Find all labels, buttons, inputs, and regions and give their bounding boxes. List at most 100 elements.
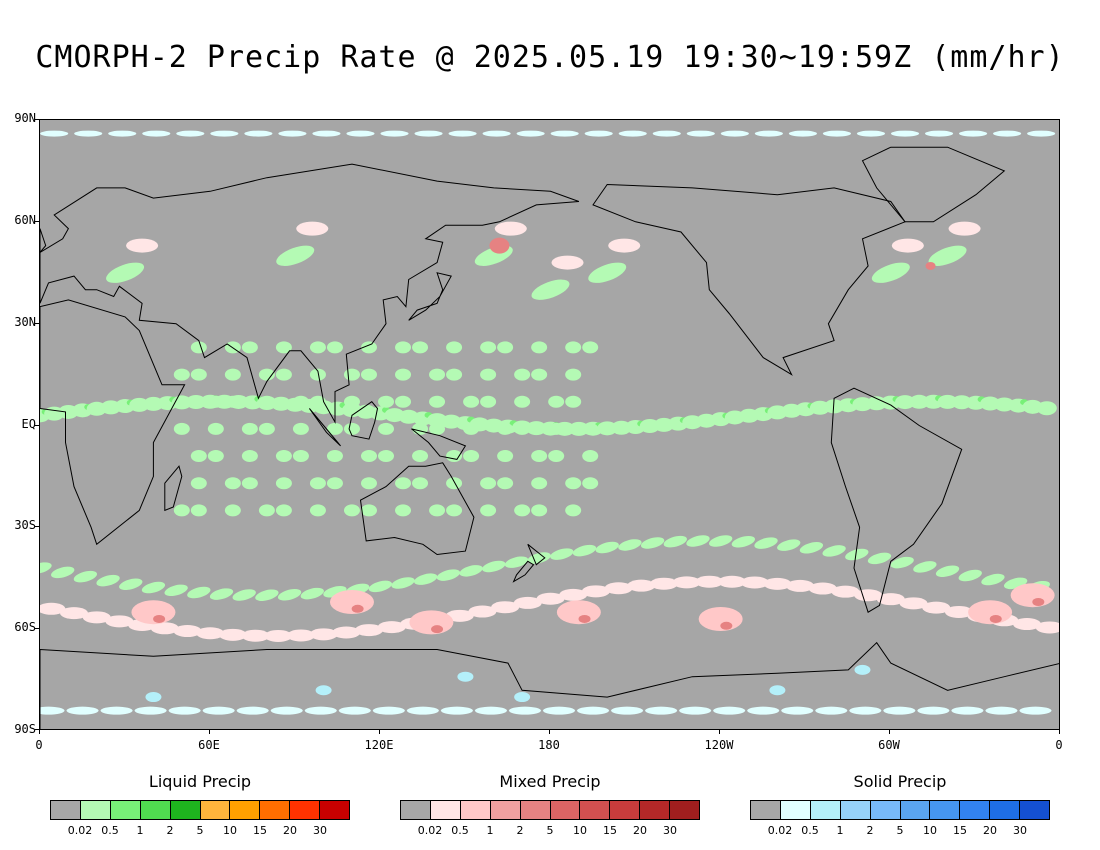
rain-area <box>446 368 463 381</box>
rain-area <box>258 368 275 381</box>
rain-area <box>412 422 429 435</box>
rain-area <box>414 573 438 585</box>
rain-area <box>368 580 392 593</box>
legend-tick-label: 15 <box>953 824 967 837</box>
legend-mixed-ticks: 0.02 0.5 1 2 5 10 15 20 30 <box>400 824 700 838</box>
rain-area <box>275 341 292 354</box>
rain-area <box>190 477 207 490</box>
mixed-area <box>536 592 565 605</box>
snow-area <box>236 706 269 715</box>
rain-area <box>255 589 279 601</box>
legend-swatch <box>960 801 991 819</box>
snow-area <box>304 706 337 715</box>
mixed-area <box>989 614 1002 623</box>
lat-label-60n: 60N <box>14 213 36 227</box>
coastline-new-guinea <box>411 428 467 460</box>
mixed-area <box>604 582 633 595</box>
snow-area <box>645 706 678 715</box>
rain-area <box>395 504 412 517</box>
legend-tick-label: 30 <box>663 824 677 837</box>
snow-area <box>66 706 99 715</box>
rain-area <box>190 341 207 354</box>
rain-area <box>309 341 326 354</box>
mixed-area <box>627 579 656 592</box>
rain-area <box>514 395 531 408</box>
snow-area <box>380 130 409 137</box>
rain-area <box>141 581 166 594</box>
lat-tick <box>35 323 39 324</box>
rain-area <box>951 395 972 410</box>
rain-area <box>73 570 98 583</box>
snow-area <box>168 706 201 715</box>
lat-tick <box>35 526 39 527</box>
snow-area <box>100 706 133 715</box>
rain-area <box>565 395 582 408</box>
rain-area <box>480 477 497 490</box>
coastline-africa <box>40 299 186 546</box>
rain-area <box>173 422 190 435</box>
rain-area <box>480 341 497 354</box>
snow-area <box>611 706 644 715</box>
snow-area <box>577 706 610 715</box>
legend-swatch <box>51 801 81 819</box>
legend-tick-label: 0.5 <box>101 824 119 837</box>
snow-area <box>142 130 171 137</box>
rain-area <box>531 477 548 490</box>
legend-swatch <box>751 801 781 819</box>
lon-tick <box>549 730 550 734</box>
snow-area <box>176 130 205 137</box>
rain-area <box>640 537 665 549</box>
lon-label-0: 0 <box>35 738 43 752</box>
rain-area <box>709 535 733 547</box>
snow-area <box>584 130 613 137</box>
rain-area <box>531 504 548 517</box>
mixed-area <box>468 605 497 618</box>
precip-layer <box>40 130 1059 715</box>
rain-area <box>909 394 930 409</box>
mixed-area <box>105 615 134 628</box>
legend-tick-label: 2 <box>166 824 174 837</box>
rain-area <box>309 395 326 408</box>
rain-area <box>504 556 529 568</box>
rain-area <box>241 477 258 490</box>
rain-area <box>497 450 514 463</box>
mixed-area <box>1035 621 1059 634</box>
snow-area <box>686 130 715 137</box>
snow-area <box>134 706 167 715</box>
coastline-eurasia <box>40 163 580 425</box>
legend-solid-title: Solid Precip <box>853 772 947 791</box>
rain-area <box>514 368 531 381</box>
mixed-area <box>922 601 951 614</box>
legend-swatch <box>460 801 491 819</box>
rain-area <box>412 450 429 463</box>
mixed-area <box>82 611 111 624</box>
snow-area <box>448 130 477 137</box>
legend-tick-label: 1 <box>136 824 144 837</box>
rain-area <box>822 545 846 557</box>
legend-swatch <box>110 801 141 819</box>
legend-swatch <box>900 801 931 819</box>
rain-area <box>241 422 258 435</box>
snow-area <box>457 671 474 682</box>
rain-area <box>497 477 514 490</box>
rain-area <box>565 368 582 381</box>
legend-solid-bar <box>750 800 1050 820</box>
mixed-area <box>354 624 383 637</box>
rain-area <box>514 422 531 435</box>
rain-area <box>582 450 599 463</box>
snow-area <box>210 130 239 137</box>
rain-area <box>845 548 869 561</box>
mixed-area <box>581 585 610 598</box>
snow-area <box>917 706 950 715</box>
rain-area <box>463 450 480 463</box>
rain-area <box>343 504 360 517</box>
snow-area <box>815 706 848 715</box>
rain-area <box>276 245 315 266</box>
rain-area <box>309 504 326 517</box>
mixed-area <box>698 606 743 631</box>
snow-area <box>338 706 371 715</box>
rain-area <box>224 368 241 381</box>
mixed-area <box>551 255 584 270</box>
rain-area <box>395 477 412 490</box>
precip-map-canvas <box>40 120 1059 729</box>
